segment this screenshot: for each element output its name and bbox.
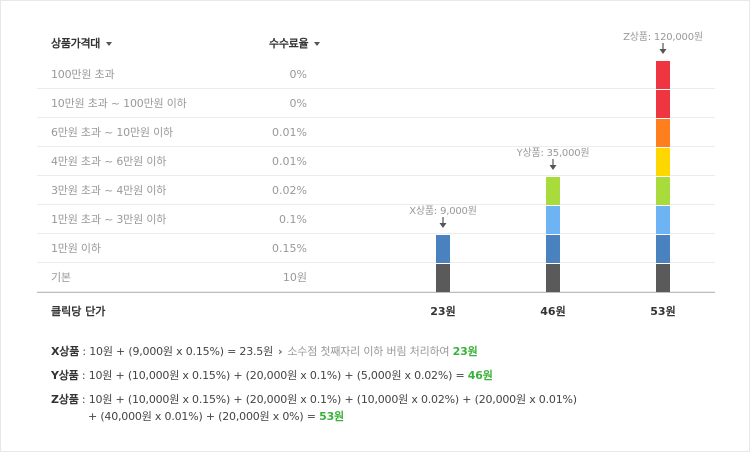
price-range-label: 1만원 초과 ~ 3만원 이하	[51, 213, 167, 226]
bar-segment	[546, 206, 560, 234]
arrow-down-icon	[439, 217, 447, 228]
commission-rate-value: 0.15%	[272, 242, 307, 255]
price-range-label: 4만원 초과 ~ 6만원 이하	[51, 155, 167, 168]
rate-table-row: 1만원 초과 ~ 3만원 이하 0.1%	[37, 205, 715, 234]
commission-rate-value: 0.01%	[272, 155, 307, 168]
formula-z-name: Z상품	[51, 393, 79, 406]
commission-rate-value: 0.01%	[272, 126, 307, 139]
bar-segment	[656, 61, 670, 89]
price-range-header[interactable]: 상품가격대	[51, 35, 113, 51]
arrow-down-icon	[549, 159, 557, 170]
commission-rate-header[interactable]: 수수료율	[269, 35, 321, 51]
bar-segment	[436, 264, 450, 292]
commission-rate-value: 0.02%	[272, 184, 307, 197]
cpc-value-x: 23원	[430, 305, 456, 318]
formula-x-note: 소수점 첫째자리 이하 버림 처리하여	[287, 345, 450, 358]
sort-caret-icon	[106, 42, 113, 46]
bar-segment	[656, 90, 670, 118]
formula-z-expr2: + (40,000원 x 0.01%) + (20,000원 x 0%) =	[88, 410, 316, 423]
commission-rate-value: 0%	[289, 97, 307, 110]
formula-x-expr: : 10원 + (9,000원 x 0.15%) = 23.5원	[79, 345, 274, 358]
commission-rate-value: 10원	[282, 271, 307, 284]
bar-annotation: X상품: 9,000원	[409, 206, 477, 217]
formula-z-result: 53원	[319, 410, 344, 423]
rate-table-row: 기본 10원	[37, 263, 715, 292]
formula-y-result: 46원	[467, 369, 493, 382]
cpc-value-y: 46원	[540, 305, 566, 318]
bar-segment	[436, 235, 450, 263]
bar-segment	[656, 177, 670, 205]
rate-table-row: 10만원 초과 ~ 100만원 이하 0%	[37, 89, 715, 118]
price-range-header-label: 상품가격대	[51, 37, 101, 50]
bar-segment	[656, 206, 670, 234]
formula-y-expr: : 10원 + (10,000원 x 0.15%) + (20,000원 x 0…	[78, 369, 465, 382]
rate-table-row: 4만원 초과 ~ 6만원 이하 0.01%	[37, 147, 715, 176]
price-range-label: 1만원 이하	[51, 242, 101, 255]
price-range-label: 3만원 초과 ~ 4만원 이하	[51, 184, 167, 197]
bar-segment	[546, 177, 560, 205]
rate-table-row: 100만원 초과 0%	[37, 60, 715, 89]
bar-segment	[656, 119, 670, 147]
formula-x: X상품 : 10원 + (9,000원 x 0.15%) = 23.5원 › 소수점…	[51, 343, 478, 359]
price-range-label: 100만원 초과	[51, 68, 115, 81]
sort-caret-icon	[314, 42, 321, 46]
commission-rate-value: 0%	[289, 68, 307, 81]
formula-z-continued: + (40,000원 x 0.01%) + (20,000원 x 0%) = 5…	[88, 408, 344, 424]
formula-y: Y상품 : 10원 + (10,000원 x 0.15%) + (20,000원…	[51, 367, 493, 383]
cpc-value-z: 53원	[650, 305, 676, 318]
commission-rate-value: 0.1%	[279, 213, 307, 226]
rate-table-row: 3만원 초과 ~ 4만원 이하 0.02%	[37, 176, 715, 205]
price-range-label: 10만원 초과 ~ 100만원 이하	[51, 97, 187, 110]
bar-segment	[656, 235, 670, 263]
bar-annotation: Z상품: 120,000원	[623, 32, 703, 43]
commission-rate-header-label: 수수료율	[269, 37, 309, 50]
price-range-label: 기본	[51, 271, 71, 284]
formula-z: Z상품 : 10원 + (10,000원 x 0.15%) + (20,000원…	[51, 391, 577, 407]
arrow-down-icon	[659, 43, 667, 54]
rate-table-row: 1만원 이하 0.15%	[37, 234, 715, 263]
cpc-label: 클릭당 단가	[51, 305, 106, 318]
formula-x-result: 23원	[452, 345, 478, 358]
bar-segment	[546, 235, 560, 263]
rate-table-row: 6만원 초과 ~ 10만원 이하 0.01%	[37, 118, 715, 147]
formula-z-expr: : 10원 + (10,000원 x 0.15%) + (20,000원 x 0…	[78, 393, 577, 406]
chart-baseline	[37, 292, 715, 293]
chevron-right-icon: ›	[278, 345, 283, 358]
bar-annotation: Y상품: 35,000원	[516, 148, 590, 159]
bar-segment	[656, 148, 670, 176]
formula-y-name: Y상품	[51, 369, 79, 382]
bar-segment	[656, 264, 670, 292]
formula-x-name: X상품	[51, 345, 80, 358]
price-range-label: 6만원 초과 ~ 10만원 이하	[51, 126, 173, 139]
bar-segment	[546, 264, 560, 292]
